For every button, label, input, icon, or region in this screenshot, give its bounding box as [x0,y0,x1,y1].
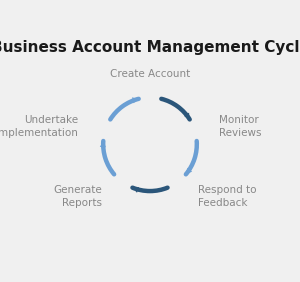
Text: Monitor
Reviews: Monitor Reviews [219,115,262,138]
Text: Respond to
Feedback: Respond to Feedback [198,185,257,208]
Text: Create Account: Create Account [110,69,190,79]
Text: Undertake
Implementation: Undertake Implementation [0,115,78,138]
Text: Generate
Reports: Generate Reports [53,185,102,208]
Text: Business Account Management Cycle: Business Account Management Cycle [0,40,300,55]
